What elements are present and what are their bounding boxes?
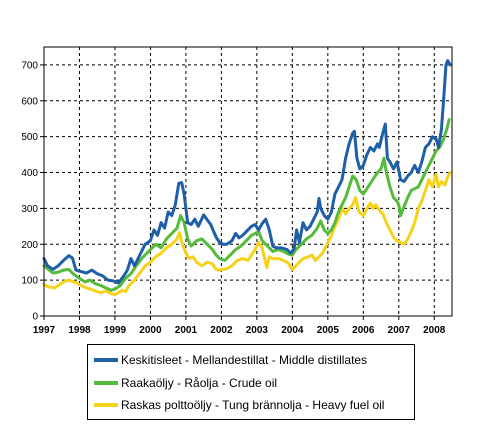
- series-lines: [42, 59, 452, 296]
- legend-label-middle-distillates: Keskitisleet - Mellandestillat - Middle …: [121, 353, 368, 367]
- x-tick-label-2007: 2007: [388, 325, 411, 336]
- legend-label-crude-oil: Raakaöljy - Råolja - Crude oil: [121, 376, 278, 390]
- legend-swatch-crude-oil: [94, 381, 118, 385]
- x-tick-label-2001: 2001: [175, 325, 198, 336]
- y-tick-label-100: 100: [21, 276, 38, 287]
- x-tick-label-1998: 1998: [68, 325, 91, 336]
- legend-item-middle-distillates: Keskitisleet - Mellandestillat - Middle …: [94, 351, 367, 369]
- series-line-crude-oil: [42, 118, 451, 292]
- legend-label-heavy-fuel-oil: Raskas polttoöljy - Tung brännolja - Hea…: [121, 398, 385, 412]
- legend: Keskitisleet - Mellandestillat - Middle …: [87, 344, 415, 420]
- x-tick-label-2004: 2004: [281, 325, 304, 336]
- y-tick-label-600: 600: [21, 96, 38, 107]
- gridlines: [44, 47, 452, 316]
- y-tick-label-300: 300: [21, 204, 38, 215]
- x-tick-label-2006: 2006: [352, 325, 375, 336]
- y-tick-label-700: 700: [21, 60, 38, 71]
- plot-frame: [43, 46, 453, 317]
- series-line-middle-distillates: [42, 59, 452, 285]
- x-tick-label-2003: 2003: [246, 325, 269, 336]
- axes: 0 100 200 300 400 500 600 700 1997 1998 1999 2000 20…: [21, 60, 446, 336]
- y-tick-label-200: 200: [21, 240, 38, 251]
- legend-item-crude-oil: Raakaöljy - Råolja - Crude oil: [94, 374, 277, 392]
- x-tick-label-1999: 1999: [104, 325, 127, 336]
- legend-swatch-middle-distillates: [94, 358, 118, 362]
- series-line-heavy-fuel-oil: [42, 171, 452, 296]
- y-tick-label-400: 400: [21, 168, 38, 179]
- y-tick-label-0: 0: [32, 312, 38, 323]
- y-tick-label-500: 500: [21, 132, 38, 143]
- x-tick-label-1997: 1997: [33, 325, 56, 336]
- x-tick-label-2002: 2002: [210, 325, 233, 336]
- legend-swatch-heavy-fuel-oil: [94, 403, 118, 407]
- legend-item-heavy-fuel-oil: Raskas polttoöljy - Tung brännolja - Hea…: [94, 396, 384, 414]
- x-tick-label-2008: 2008: [423, 325, 446, 336]
- x-tick-label-2000: 2000: [139, 325, 162, 336]
- x-tick-label-2005: 2005: [317, 325, 340, 336]
